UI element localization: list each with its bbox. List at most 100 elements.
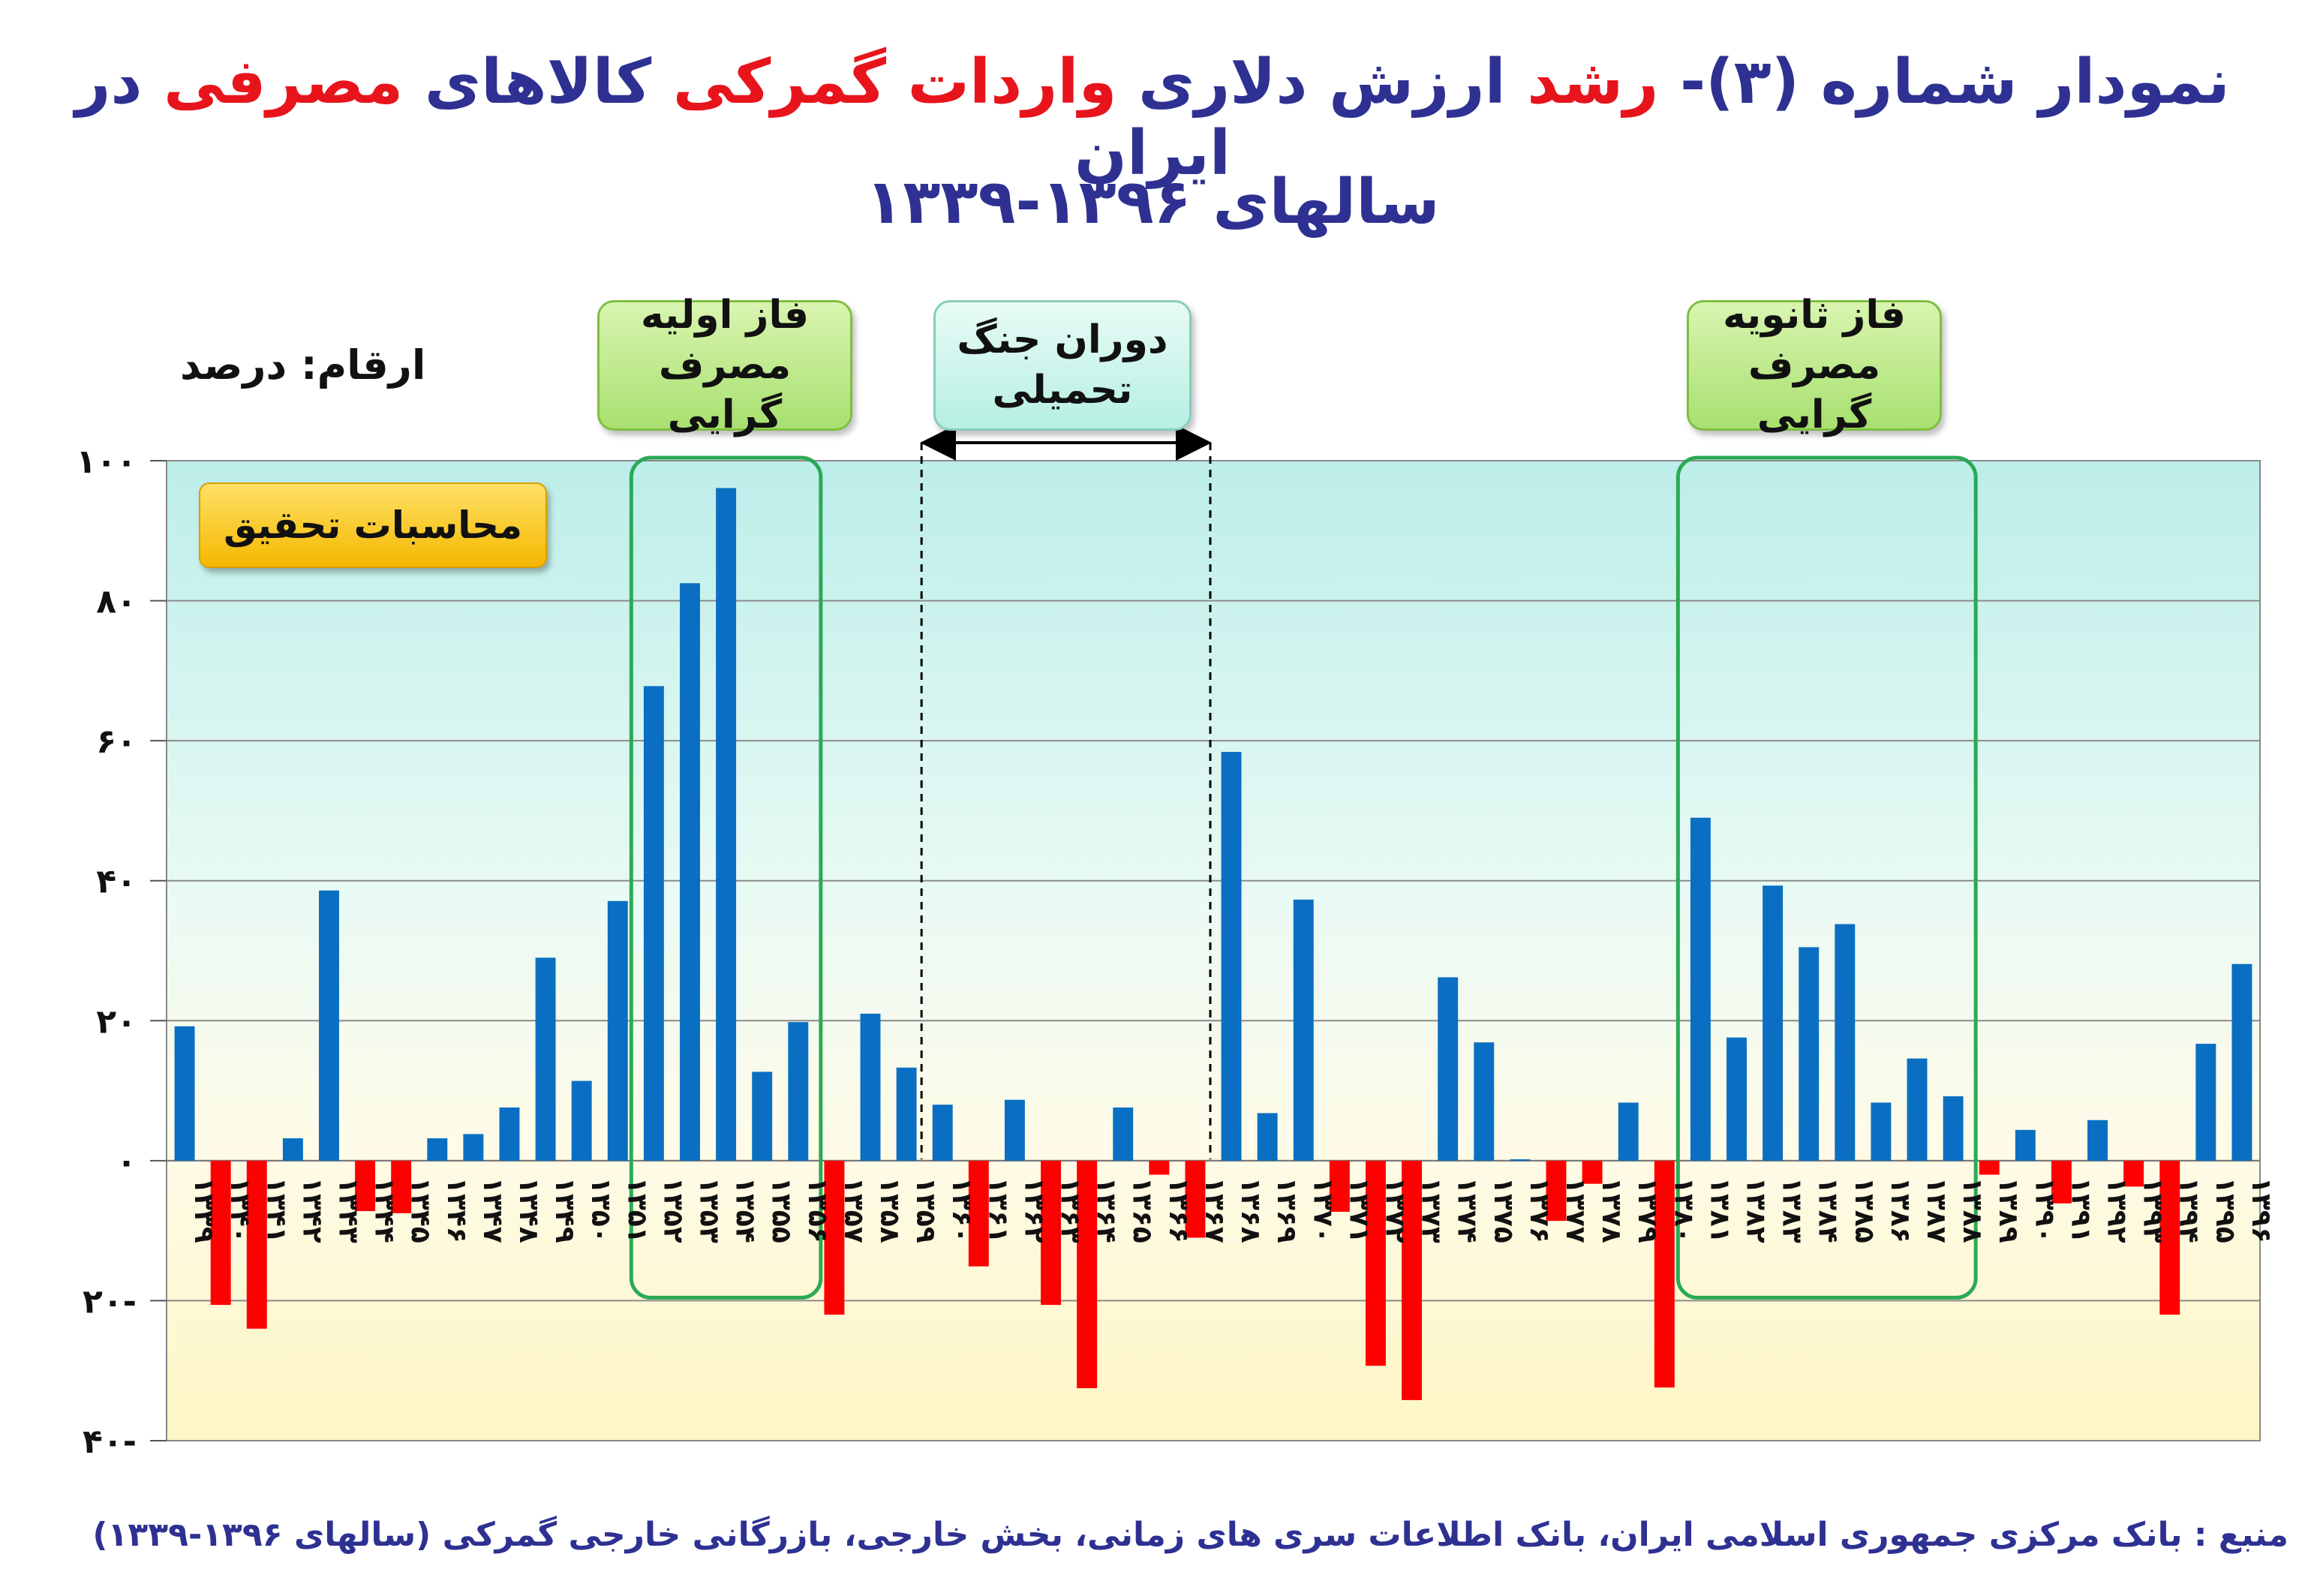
bar-1394 xyxy=(2159,1160,2180,1315)
x-tick-label: ۱۳۴۵ xyxy=(405,1177,436,1243)
bar-1355 xyxy=(752,1072,773,1161)
unit-label: ارقام: درصد xyxy=(180,341,426,389)
bar-1379 xyxy=(1618,1102,1639,1161)
bar-1390 xyxy=(2015,1129,2036,1161)
bar-1385 xyxy=(1835,924,1856,1161)
x-tick-label: ۱۳۸۴ xyxy=(1813,1177,1844,1243)
bar-1345 xyxy=(391,1160,412,1213)
x-tick-label: ۱۳۴۳ xyxy=(332,1177,363,1243)
x-tick-label: ۱۳۶۲ xyxy=(1018,1177,1049,1243)
x-tick-label: ۱۳۶۷ xyxy=(1199,1177,1230,1243)
bar-1348 xyxy=(499,1107,520,1161)
x-tick-label: ۱۳۸۰ xyxy=(1668,1177,1699,1243)
y-tick-label: ۲۰- xyxy=(83,1282,137,1321)
x-tick-label: ۱۳۵۰ xyxy=(585,1177,616,1243)
bar-1383 xyxy=(1763,885,1784,1161)
y-tick-label: ۴۰- xyxy=(83,1423,137,1461)
secondary-consumerism-callout: فاز ثانویه مصرف گرایی xyxy=(1687,293,1942,437)
x-tick-label: ۱۳۶۴ xyxy=(1091,1177,1122,1243)
x-tick-label: ۱۳۵۸ xyxy=(874,1177,905,1243)
x-tick-label: ۱۳۹۰ xyxy=(2029,1177,2060,1243)
x-tick-label: ۱۳۸۹ xyxy=(1993,1177,2024,1243)
x-tick-label: ۱۳۶۶ xyxy=(1163,1177,1194,1243)
x-tick-label: ۱۳۶۸ xyxy=(1235,1177,1266,1243)
x-tick-label: ۱۳۸۷ xyxy=(1921,1177,1952,1243)
bar-1340 xyxy=(210,1160,231,1306)
bar-1384 xyxy=(1799,947,1820,1161)
x-tick-label: ۱۳۴۰ xyxy=(224,1177,255,1243)
x-tick-label: ۱۳۶۹ xyxy=(1271,1177,1302,1243)
x-tick-label: ۱۳۶۱ xyxy=(982,1177,1013,1243)
phase-box xyxy=(629,455,823,1300)
bar-1386 xyxy=(1871,1102,1892,1161)
bar-1359 xyxy=(896,1067,917,1161)
x-tick-label: ۱۳۴۱ xyxy=(260,1177,291,1243)
bar-1369 xyxy=(1257,1113,1278,1161)
x-tick-label: ۱۳۷۱ xyxy=(1343,1177,1374,1243)
bar-1366 xyxy=(1149,1160,1170,1175)
x-tick-label: ۱۳۶۰ xyxy=(946,1177,977,1243)
x-tick-label: ۱۳۹۱ xyxy=(2065,1177,2096,1243)
x-tick-label: ۱۳۵۲ xyxy=(657,1177,688,1243)
bar-1372 xyxy=(1365,1160,1386,1366)
x-tick-label: ۱۳۵۷ xyxy=(838,1177,869,1243)
y-tick-label: ۰ xyxy=(116,1143,137,1181)
source-note: منبع : بانک مرکزی جمهوری اسلامی ایران، ب… xyxy=(92,1516,2288,1554)
bar-1363 xyxy=(1041,1160,1062,1306)
bar-1376 xyxy=(1510,1159,1531,1161)
x-tick-label: ۱۳۹۴ xyxy=(2174,1177,2204,1243)
x-tick-label: ۱۳۴۹ xyxy=(549,1177,580,1243)
x-tick-label: ۱۳۸۶ xyxy=(1885,1177,1916,1243)
x-tick-label: ۱۳۴۸ xyxy=(513,1177,544,1243)
x-tick-label: ۱۳۴۲ xyxy=(296,1177,327,1243)
x-tick-label: ۱۳۹۵ xyxy=(2210,1177,2240,1243)
phase-box xyxy=(1675,455,1978,1300)
bar-1358 xyxy=(860,1013,881,1161)
x-tick-label: ۱۳۸۳ xyxy=(1777,1177,1808,1243)
x-tick-label: ۱۳۷۷ xyxy=(1560,1177,1591,1243)
bar-1357 xyxy=(824,1160,845,1315)
x-tick-label: ۱۳۷۳ xyxy=(1416,1177,1447,1243)
y-tick-label: ۸۰ xyxy=(96,583,137,621)
x-tick-label: ۱۳۴۴ xyxy=(369,1177,400,1243)
x-tick-label: ۱۳۵۱ xyxy=(621,1177,652,1243)
x-tick-label: ۱۳۷۹ xyxy=(1632,1177,1663,1243)
x-tick-label: ۱۳۷۲ xyxy=(1379,1177,1410,1243)
x-tick-label: ۱۳۶۵ xyxy=(1127,1177,1158,1243)
y-tick-label: ۲۰ xyxy=(96,1002,137,1041)
bar-1396 xyxy=(2231,963,2252,1161)
x-tick-label: ۱۳۵۵ xyxy=(766,1177,797,1243)
x-tick-label: ۱۳۷۰ xyxy=(1307,1177,1338,1243)
x-tick-label: ۱۳۸۱ xyxy=(1704,1177,1735,1243)
bar-1349 xyxy=(535,957,556,1161)
bar-1360 xyxy=(932,1105,953,1161)
x-tick-label: ۱۳۸۸ xyxy=(1957,1177,1988,1243)
bar-1367 xyxy=(1185,1160,1206,1238)
y-tick-label: ۱۰۰ xyxy=(76,443,137,481)
bar-1342 xyxy=(282,1138,303,1161)
x-tick-label: ۱۳۴۷ xyxy=(477,1177,508,1243)
x-tick-label: ۱۳۵۳ xyxy=(694,1177,725,1243)
bar-1351 xyxy=(607,900,628,1161)
bar-1356 xyxy=(788,1022,809,1161)
bar-1378 xyxy=(1582,1160,1603,1184)
bar-1343 xyxy=(318,890,339,1161)
y-tick-label: ۶۰ xyxy=(96,723,137,761)
bar-1361 xyxy=(968,1160,989,1267)
bar-1364 xyxy=(1077,1160,1098,1389)
x-tick-label: ۱۳۵۶ xyxy=(802,1177,833,1243)
bar-1395 xyxy=(2195,1044,2216,1161)
bar-1391 xyxy=(2051,1160,2072,1204)
bar-1381 xyxy=(1690,817,1711,1161)
y-tick-label: ۴۰ xyxy=(96,863,137,901)
bar-1373 xyxy=(1402,1160,1423,1400)
bar-1368 xyxy=(1221,752,1242,1161)
bar-1393 xyxy=(2123,1160,2144,1187)
x-tick-label: ۱۳۶۳ xyxy=(1055,1177,1086,1243)
bar-1354 xyxy=(716,488,737,1161)
bar-1387 xyxy=(1907,1058,1928,1161)
bar-1365 xyxy=(1113,1107,1134,1161)
x-tick-label: ۱۳۷۶ xyxy=(1524,1177,1555,1243)
bar-1350 xyxy=(571,1081,592,1161)
